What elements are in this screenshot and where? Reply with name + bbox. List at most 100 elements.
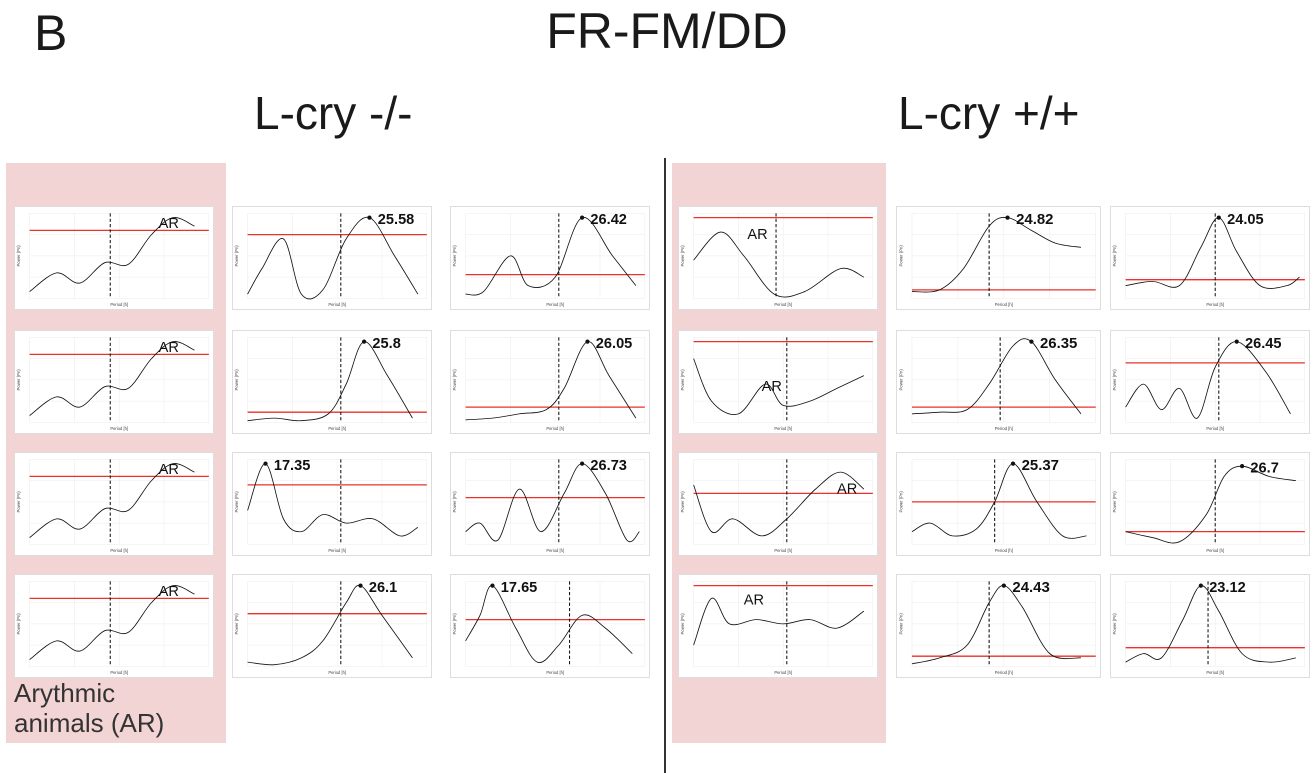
y-axis-label: Power (Pn)	[16, 245, 21, 267]
x-axis-label: Period [h]	[995, 426, 1013, 431]
periodogram-svg: 26.05 Period [h] Power (Pn)	[452, 336, 646, 431]
arrhythmic-label: AR	[837, 481, 857, 497]
periodogram-curve	[247, 216, 419, 300]
peak-marker	[362, 339, 367, 344]
periodogram-12: 17.65 Period [h] Power (Pn)	[450, 574, 650, 678]
peak-marker	[585, 339, 590, 344]
periodogram-svg: 26.42 Period [h] Power (Pn)	[452, 212, 646, 307]
periodogram-14: AR Period [h] Power (Pn)	[678, 330, 878, 434]
periodogram-7: 25.8 Period [h] Power (Pn)	[232, 330, 432, 434]
x-axis-label: Period [h]	[110, 426, 128, 431]
y-axis-label: Power (Pn)	[1112, 245, 1117, 267]
panel-letter: B	[34, 5, 68, 61]
x-axis-label: Period [h]	[546, 670, 564, 675]
x-axis-label: Period [h]	[774, 426, 792, 431]
peak-marker	[263, 461, 268, 466]
y-axis-label: Power (Pn)	[1112, 369, 1117, 391]
periodogram-13: AR Period [h] Power (Pn)	[678, 206, 878, 310]
periodogram-curve	[465, 585, 633, 663]
arrhythmic-label: AR	[744, 592, 764, 608]
periodogram-curve	[29, 341, 195, 416]
peak-period-label: 25.37	[1022, 458, 1059, 474]
y-axis-label: Power (Pn)	[1112, 491, 1117, 513]
periodogram-curve	[465, 463, 640, 543]
y-axis-label: Power (Pn)	[234, 613, 239, 635]
periodogram-curve	[29, 217, 195, 292]
peak-period-label: 25.58	[378, 212, 414, 228]
periodogram-curve	[247, 341, 413, 422]
arrhythmic-caption-line2: animals (AR)	[14, 708, 165, 738]
periodogram-curve	[693, 597, 865, 646]
y-axis-label: Power (Pn)	[452, 613, 457, 635]
periodogram-svg: AR Period [h] Power (Pn)	[16, 337, 210, 431]
y-axis-label: Power (Pn)	[1112, 613, 1117, 635]
periodogram-21: 25.37 Period [h] Power (Pn)	[896, 452, 1101, 556]
arrhythmic-label: AR	[159, 216, 179, 232]
x-axis-label: Period [h]	[328, 548, 346, 553]
periodogram-svg: AR Period [h] Power (Pn)	[680, 337, 874, 431]
x-axis-label: Period [h]	[328, 670, 346, 675]
periodogram-svg: 25.37 Period [h] Power (Pn)	[898, 458, 1096, 553]
arrhythmic-label: AR	[747, 227, 767, 243]
periodogram-16: AR Period [h] Power (Pn)	[678, 574, 878, 678]
peak-period-label: 17.35	[274, 458, 310, 474]
periodogram-1: AR Period [h] Power (Pn)	[14, 452, 214, 556]
y-axis-label: Power (Pn)	[234, 491, 239, 513]
periodogram-curve	[247, 463, 419, 537]
peak-marker	[1234, 339, 1239, 344]
peak-marker	[490, 583, 495, 588]
x-axis-label: Period [h]	[1206, 670, 1224, 675]
x-axis-label: Period [h]	[995, 302, 1013, 307]
x-axis-label: Period [h]	[1206, 302, 1224, 307]
y-axis-label: Power (Pn)	[680, 245, 685, 267]
peak-period-label: 23.12	[1209, 580, 1245, 596]
periodogram-curve	[29, 463, 195, 538]
periodogram-svg: 26.7 Period [h] Power (Pn)	[1112, 459, 1306, 553]
arrhythmic-label: AR	[159, 340, 179, 356]
figure-title: FR-FM/DD	[546, 3, 788, 59]
x-axis-label: Period [h]	[995, 670, 1013, 675]
peak-period-label: 24.43	[1012, 580, 1049, 596]
periodogram-curve	[911, 585, 1082, 665]
periodogram-1: AR Period [h] Power (Pn)	[14, 206, 214, 310]
periodogram-svg: AR Period [h] Power (Pn)	[680, 459, 874, 553]
periodogram-curve	[1125, 341, 1291, 419]
y-axis-label: Power (Pn)	[452, 491, 457, 513]
periodogram-svg: 24.43 Period [h] Power (Pn)	[898, 580, 1096, 675]
peak-marker	[1029, 339, 1034, 344]
peak-marker	[1240, 464, 1245, 469]
peak-marker	[1005, 215, 1010, 220]
periodogram-svg: 24.05 Period [h] Power (Pn)	[1112, 212, 1306, 307]
peak-marker	[358, 583, 363, 588]
y-axis-label: Power (Pn)	[898, 245, 903, 267]
periodogram-curve	[1125, 465, 1296, 544]
arrhythmic-label: AR	[159, 584, 179, 600]
periodogram-17: 24.82 Period [h] Power (Pn)	[896, 206, 1101, 310]
y-axis-label: Power (Pn)	[898, 369, 903, 391]
group-divider	[664, 158, 666, 773]
periodogram-20: 26.45 Period [h] Power (Pn)	[1110, 330, 1310, 434]
y-axis-label: Power (Pn)	[680, 369, 685, 391]
y-axis-label: Power (Pn)	[680, 613, 685, 635]
y-axis-label: Power (Pn)	[898, 613, 903, 635]
periodogram-svg: 24.82 Period [h] Power (Pn)	[898, 212, 1096, 307]
periodogram-curve	[911, 338, 1082, 415]
peak-marker	[1198, 583, 1203, 588]
x-axis-label: Period [h]	[774, 548, 792, 553]
periodogram-18: 24.05 Period [h] Power (Pn)	[1110, 206, 1310, 310]
y-axis-label: Power (Pn)	[234, 245, 239, 267]
arrhythmic-caption: Arythmic animals (AR)	[14, 678, 164, 738]
x-axis-label: Period [h]	[328, 426, 346, 431]
x-axis-label: Period [h]	[110, 670, 128, 675]
periodogram-svg: AR Period [h] Power (Pn)	[16, 459, 210, 553]
periodogram-svg: 26.35 Period [h] Power (Pn)	[898, 336, 1096, 431]
peak-period-label: 26.35	[1040, 336, 1077, 352]
periodogram-svg: 17.65 Period [h] Power (Pn)	[452, 580, 646, 675]
periodogram-svg: 26.73 Period [h] Power (Pn)	[452, 458, 646, 553]
peak-period-label: 26.05	[596, 336, 632, 352]
y-axis-label: Power (Pn)	[452, 369, 457, 391]
y-axis-label: Power (Pn)	[16, 491, 21, 513]
periodogram-curve	[29, 585, 195, 660]
periodogram-svg: AR Period [h] Power (Pn)	[680, 213, 874, 307]
peak-period-label: 24.05	[1227, 212, 1263, 228]
